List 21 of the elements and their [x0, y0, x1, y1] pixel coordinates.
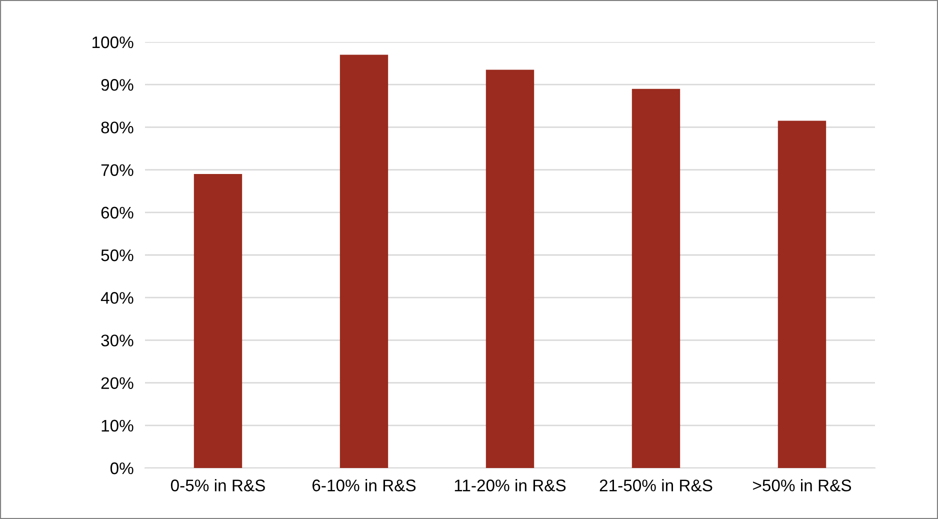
x-tick-label: 0-5% in R&S — [170, 479, 265, 492]
y-tick-label: 40% — [100, 292, 134, 304]
bar — [778, 120, 826, 468]
bar — [194, 174, 242, 468]
y-tick-label: 30% — [101, 334, 134, 346]
x-tick-label: 21-50% in R&S — [600, 479, 712, 492]
bar — [486, 70, 534, 468]
y-tick-label: 20% — [101, 377, 134, 390]
y-tick-label: 100% — [92, 36, 134, 48]
y-tick-label: 10% — [102, 420, 134, 432]
y-tick-label: 90% — [101, 79, 134, 91]
x-tick-label: >50% in R&S — [753, 479, 852, 492]
x-tick-label: 6-10% in R&S — [312, 479, 416, 492]
y-tick-label: 0% — [110, 462, 134, 474]
bar — [340, 54, 388, 468]
y-tick-label: 80% — [101, 122, 134, 134]
y-tick-label: 70% — [101, 164, 134, 176]
x-tick-label: 11-20% in R&S — [454, 479, 566, 492]
y-tick-label: 50% — [101, 249, 134, 262]
bar — [632, 88, 680, 468]
y-tick-label: 60% — [101, 206, 134, 219]
